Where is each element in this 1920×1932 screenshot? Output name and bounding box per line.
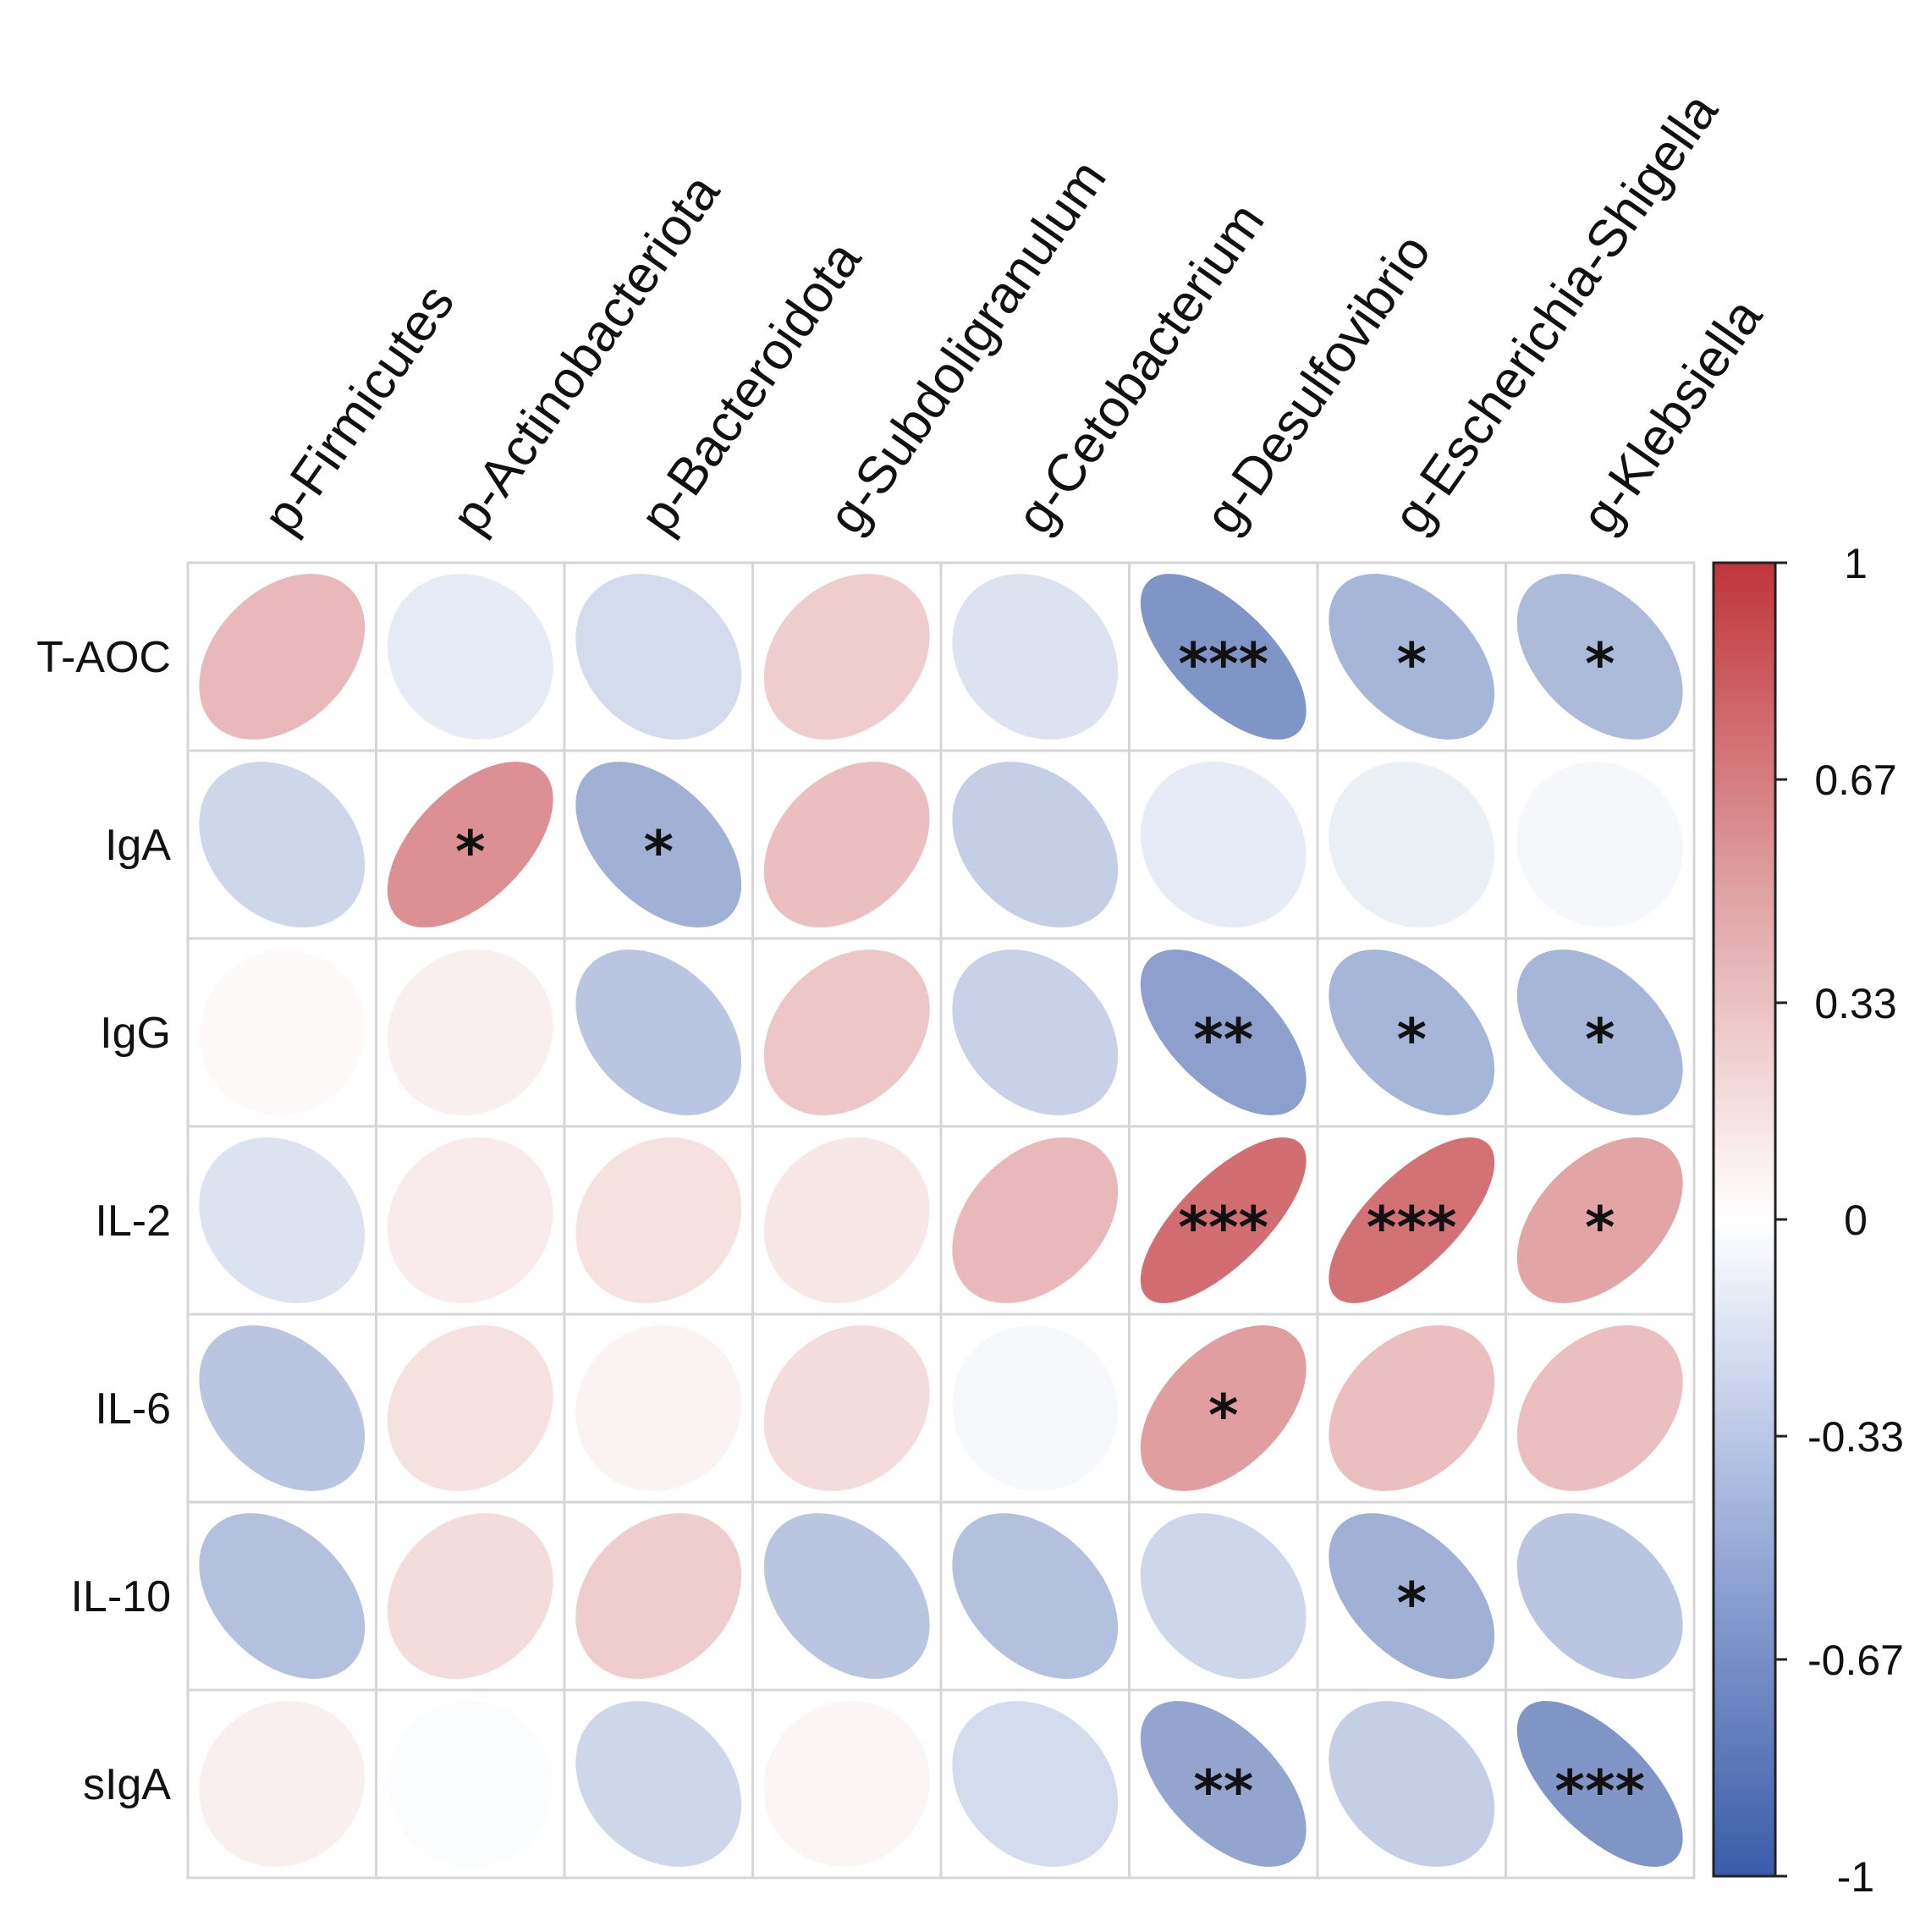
ellipse-siga-g-desulfovibrio (1140, 1701, 1307, 1867)
ellipse-il-10-g-escherichia-shigella (1329, 1513, 1495, 1679)
ellipse-siga-p-firmicutes (199, 1701, 366, 1867)
significance-marker: * (1585, 1195, 1615, 1262)
ellipse-iga-g-escherichia-shigella (1329, 762, 1495, 927)
ellipse-t-aoc-g-subdoligranulum (763, 574, 930, 740)
ellipse-il-6-p-actinobacteriota (387, 1325, 553, 1491)
correlation-ellipses (199, 574, 1683, 1867)
row-label: IgG (100, 1009, 171, 1058)
column-label: g-Escherichia-Shigella (1382, 83, 1730, 544)
ellipse-il-10-g-klebsiella (1516, 1513, 1683, 1679)
ellipse-igg-p-bacteroidota (575, 949, 742, 1115)
ellipse-il-6-g-klebsiella (1516, 1325, 1683, 1491)
ellipse-il-10-p-bacteroidota (575, 1513, 742, 1679)
significance-marker: * (1396, 1571, 1427, 1638)
ellipse-iga-g-desulfovibrio (1140, 762, 1307, 927)
ellipse-igg-p-firmicutes (199, 949, 366, 1115)
significance-marker: * (1208, 1383, 1239, 1450)
significance-marker: * (1396, 631, 1427, 698)
ellipse-il-6-g-cetobacterium (952, 1325, 1119, 1491)
colorbar-tick-label: 0 (1844, 1197, 1868, 1244)
ellipse-siga-g-cetobacterium (952, 1701, 1119, 1867)
ellipse-siga-g-subdoligranulum (763, 1701, 930, 1867)
ellipse-il-2-g-desulfovibrio (1140, 1137, 1307, 1303)
ellipse-il-10-g-desulfovibrio (1140, 1513, 1307, 1679)
ellipse-il-10-g-cetobacterium (952, 1513, 1119, 1679)
ellipse-iga-p-bacteroidota (575, 762, 742, 927)
significance-marker: ** (1193, 1759, 1253, 1825)
row-label: sIgA (83, 1760, 171, 1809)
ellipse-siga-g-klebsiella (1516, 1701, 1683, 1867)
colorbar-tick-label: 0.33 (1814, 980, 1896, 1027)
significance-marker: * (1585, 1007, 1615, 1074)
colorbar-tick-label: 1 (1844, 540, 1868, 587)
significance-marker: *** (1178, 631, 1268, 698)
row-labels: T-AOC IgA IgG IL-2 IL-6 IL-10 sIgA (36, 633, 171, 1809)
ellipse-igg-p-actinobacteriota (387, 949, 553, 1115)
ellipse-iga-p-actinobacteriota (387, 762, 553, 927)
ellipse-iga-g-klebsiella (1516, 762, 1683, 927)
ellipse-il-6-g-subdoligranulum (763, 1325, 930, 1491)
row-label: T-AOC (36, 633, 171, 682)
ellipse-il-2-p-actinobacteriota (387, 1137, 553, 1303)
row-label: IL-10 (70, 1572, 171, 1621)
significance-marker: *** (1367, 1195, 1457, 1262)
column-label: g-Klebsiella (1571, 288, 1774, 544)
ellipse-iga-g-cetobacterium (952, 762, 1119, 927)
ellipse-t-aoc-g-desulfovibrio (1140, 574, 1307, 740)
ellipse-il-2-g-klebsiella (1516, 1137, 1683, 1303)
ellipse-t-aoc-g-klebsiella (1516, 574, 1683, 740)
ellipse-t-aoc-p-actinobacteriota (387, 574, 553, 740)
ellipse-iga-p-firmicutes (199, 762, 366, 927)
colorbar-tick-label: -0.67 (1807, 1637, 1904, 1684)
significance-markers: *** * ** *** * **** *** ***** *** (455, 631, 1645, 1825)
ellipse-il-6-p-firmicutes (199, 1325, 366, 1491)
colorbar: 1 0.67 0.33 0 -0.33 -0.67 -1 (1712, 540, 1904, 1901)
ellipse-il-2-g-escherichia-shigella (1329, 1137, 1495, 1303)
colorbar-tick-label: -1 (1837, 1853, 1874, 1901)
ellipse-t-aoc-p-firmicutes (199, 574, 366, 740)
ellipse-il-6-g-escherichia-shigella (1329, 1325, 1495, 1491)
row-label: IL-2 (95, 1197, 171, 1246)
significance-marker: * (1585, 631, 1615, 698)
significance-marker: *** (1178, 1195, 1268, 1262)
row-label: IL-6 (95, 1384, 171, 1434)
ellipse-t-aoc-g-cetobacterium (952, 574, 1119, 740)
row-label: IgA (105, 821, 171, 870)
ellipse-il-10-p-actinobacteriota (387, 1513, 553, 1679)
ellipse-t-aoc-p-bacteroidota (575, 574, 742, 740)
ellipse-igg-g-klebsiella (1516, 949, 1683, 1115)
ellipse-il-2-p-firmicutes (199, 1137, 366, 1303)
ellipse-il-6-p-bacteroidota (575, 1325, 742, 1491)
ellipse-il-2-g-cetobacterium (952, 1137, 1119, 1303)
column-label: p-Firmicutes (252, 274, 465, 544)
ellipse-il-10-g-subdoligranulum (763, 1513, 930, 1679)
significance-marker: *** (1554, 1759, 1645, 1825)
ellipse-il-10-p-firmicutes (199, 1513, 366, 1679)
ellipse-igg-g-cetobacterium (952, 949, 1119, 1115)
significance-marker: * (643, 819, 674, 886)
column-labels: p-Firmicutesp-Actinobacteriotap-Bacteroi… (252, 83, 1774, 544)
ellipse-igg-g-escherichia-shigella (1329, 949, 1495, 1115)
ellipse-siga-g-escherichia-shigella (1329, 1701, 1495, 1867)
significance-marker: * (1396, 1007, 1427, 1074)
ellipse-siga-p-actinobacteriota (387, 1701, 553, 1867)
colorbar-gradient (1712, 561, 1777, 1878)
significance-marker: ** (1193, 1007, 1253, 1074)
ellipse-siga-p-bacteroidota (575, 1701, 742, 1867)
significance-marker: * (455, 819, 486, 886)
ellipse-il-6-g-desulfovibrio (1140, 1325, 1307, 1491)
ellipse-il-2-p-bacteroidota (575, 1137, 742, 1303)
ellipse-iga-g-subdoligranulum (763, 762, 930, 927)
ellipse-t-aoc-g-escherichia-shigella (1329, 574, 1495, 740)
ellipse-il-2-g-subdoligranulum (763, 1137, 930, 1303)
colorbar-tick-label: -0.33 (1807, 1413, 1904, 1461)
ellipse-igg-g-subdoligranulum (763, 949, 930, 1115)
ellipse-igg-g-desulfovibrio (1140, 949, 1307, 1115)
colorbar-tick-label: 0.67 (1814, 757, 1896, 804)
